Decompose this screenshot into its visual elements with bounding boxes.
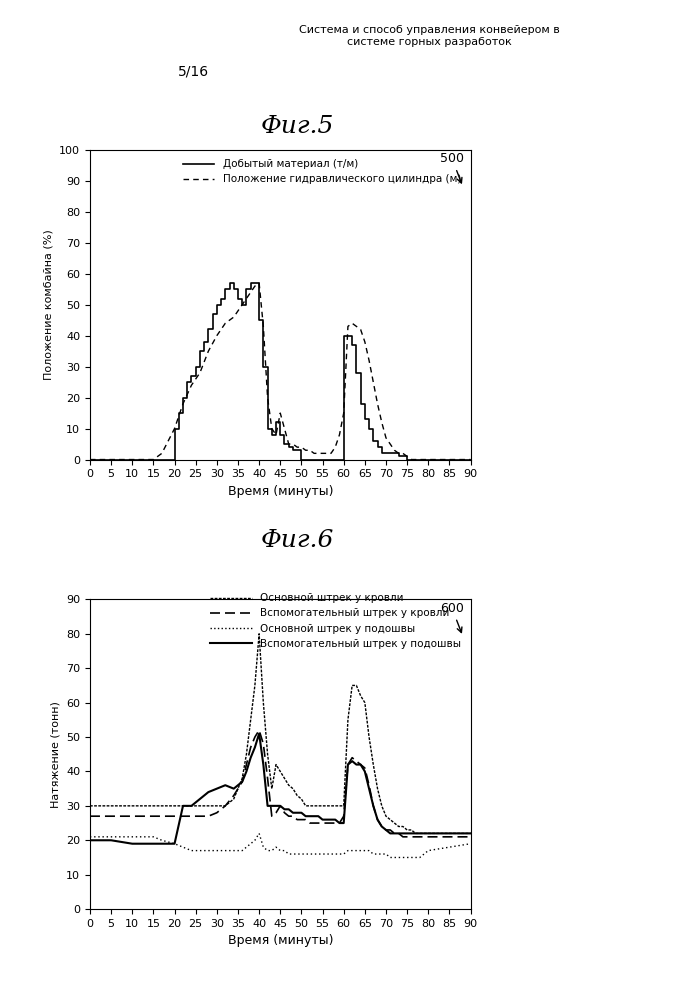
X-axis label: Время (минуты): Время (минуты): [228, 485, 333, 498]
Text: Система и способ управления конвейером в
системе горных разработок: Система и способ управления конвейером в…: [299, 25, 559, 47]
Text: 600: 600: [440, 601, 464, 632]
Text: 500: 500: [440, 152, 464, 183]
Legend: Основной штрек у кровли, Вспомогательный штрек у кровли, Основной штрек у подошв: Основной штрек у кровли, Вспомогательный…: [206, 589, 465, 653]
Text: Фиг.5: Фиг.5: [261, 115, 334, 138]
Y-axis label: Натяжение (тонн): Натяжение (тонн): [51, 701, 61, 807]
Text: Фиг.6: Фиг.6: [261, 529, 334, 552]
Y-axis label: Положение комбайна (%): Положение комбайна (%): [44, 230, 54, 380]
Legend: Добытый материал (т/м), Положение гидравлического цилиндра (м): Добытый материал (т/м), Положение гидрав…: [179, 155, 465, 189]
Text: 5/16: 5/16: [179, 65, 209, 79]
X-axis label: Время (минуты): Время (минуты): [228, 934, 333, 947]
